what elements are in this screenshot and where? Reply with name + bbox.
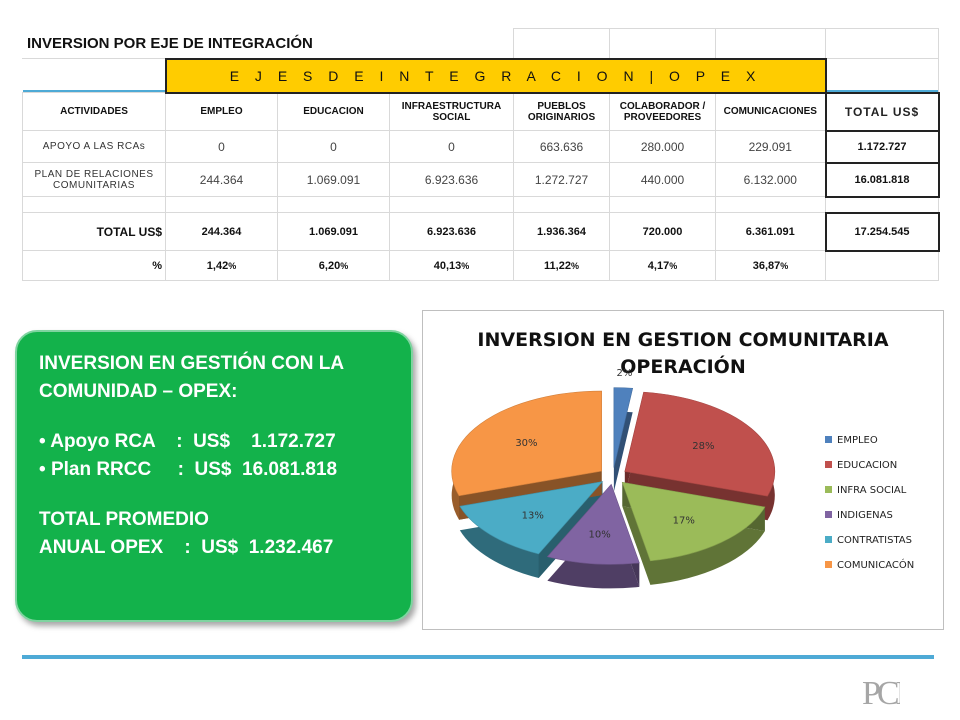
investment-table: INVERSION POR EJE DE INTEGRACIÓN E J E S…: [21, 28, 940, 300]
cell: 6.923.636: [388, 212, 515, 251]
callout-bullet-rca: • Apoyo RCA : US$ 1.172.727: [39, 431, 336, 452]
col-header-actividades: ACTIVIDADES: [22, 92, 166, 131]
callout-total-label: TOTAL PROMEDIO: [39, 509, 209, 530]
cell: 1.069.091: [277, 212, 390, 251]
pie-chart: INVERSION EN GESTION COMUNITARIA OPERACI…: [451, 329, 914, 589]
legend-swatch: [825, 511, 832, 518]
col-header-infraestructura: INFRAESTRUCTURA SOCIAL: [388, 92, 515, 131]
legend-swatch: [825, 436, 832, 443]
total-row-label: TOTAL US$: [22, 212, 166, 251]
row-label: PLAN DE RELACIONES COMUNITARIAS: [22, 162, 166, 197]
percent-row: % 1,42% 6,20% 40,13% 11,22% 4,17% 36,87%: [22, 250, 940, 281]
pie-slice: [624, 391, 776, 497]
legend-label: COMUNICACÓN: [837, 558, 914, 571]
table-row: APOYO A LAS RCAs 0 0 0 663.636 280.000 2…: [22, 129, 940, 164]
percent-row-label: %: [22, 250, 166, 281]
col-header-pueblos: PUEBLOS ORIGINARIOS: [513, 92, 611, 131]
legend-swatch: [825, 486, 832, 493]
pie-slice: [546, 483, 640, 565]
row-total: 16.081.818: [824, 161, 940, 198]
table-row: PLAN DE RELACIONES COMUNITARIAS 244.364 …: [22, 161, 940, 198]
legend-swatch: [825, 461, 832, 468]
cell: 0: [388, 130, 515, 163]
callout-total-value: ANUAL OPEX : US$ 1.232.467: [39, 537, 334, 558]
ejes-header-band: E J E S D E I N T E G R A C I O N | O P …: [164, 57, 827, 94]
col-header-educacion: EDUCACION: [277, 92, 390, 131]
pie-data-label: 10%: [588, 530, 610, 541]
total-row: TOTAL US$ 244.364 1.069.091 6.923.636 1.…: [22, 211, 940, 252]
bullet-text: Apoyo RCA : US$ 1.172.727: [50, 431, 336, 452]
cell: 244.364: [165, 162, 278, 197]
pie-slice: [459, 481, 604, 555]
chart-title-line1: INVERSION EN GESTION COMUNITARIA: [477, 329, 888, 351]
opex-summary-callout: INVERSION EN GESTIÓN CON LA COMUNIDAD – …: [15, 330, 413, 622]
pie-data-label: 30%: [515, 438, 537, 449]
cell: 0: [165, 130, 278, 163]
pct-unit: %: [340, 260, 349, 271]
col-header-empleo: EMPLEO: [165, 92, 278, 131]
cell: 40,13: [433, 259, 462, 272]
grand-total: 17.254.545: [824, 211, 940, 252]
legend-label: INFRA SOCIAL: [837, 485, 907, 496]
table-title: INVERSION POR EJE DE INTEGRACIÓN: [21, 28, 515, 59]
pie-data-label: 13%: [522, 510, 544, 521]
legend-label: INDIGENAS: [837, 510, 893, 521]
pie-slice: [451, 390, 602, 497]
row-label: APOYO A LAS RCAs: [22, 130, 166, 163]
pie-slice: [613, 387, 634, 468]
pie-data-label: 2%: [616, 368, 632, 379]
pct-unit: %: [570, 260, 579, 271]
cell: 280.000: [609, 130, 717, 163]
legend-label: CONTRATISTAS: [837, 535, 912, 546]
cell: 663.636: [513, 130, 611, 163]
bottom-accent-line: [22, 655, 934, 659]
cell: 244.364: [165, 212, 278, 251]
cell: 0: [277, 130, 390, 163]
pie-slice: [621, 481, 766, 562]
pct-unit: %: [228, 260, 237, 271]
cell: 36,87: [752, 259, 781, 272]
col-header-total: TOTAL US$: [824, 91, 940, 132]
callout-heading: INVERSION EN GESTIÓN CON LA COMUNIDAD – …: [39, 353, 344, 402]
legend-label: EMPLEO: [837, 435, 878, 446]
cell: 1,42: [206, 259, 229, 272]
pct-unit: %: [669, 260, 678, 271]
cell: 6,20: [318, 259, 341, 272]
cell: 229.091: [715, 130, 827, 163]
cell: 11,22: [544, 259, 571, 272]
cell: 6.361.091: [715, 212, 827, 251]
logo-text: PCI: [862, 675, 900, 712]
legend-swatch: [825, 561, 832, 568]
row-total: 1.172.727: [824, 129, 940, 164]
legend-swatch: [825, 536, 832, 543]
cell: 4,17: [647, 259, 670, 272]
col-header-comunicaciones: COMUNICACIONES: [715, 92, 827, 131]
pie-data-label: 28%: [692, 441, 714, 452]
legend-label: EDUCACION: [837, 460, 897, 471]
pie-chart-panel: INVERSION EN GESTION COMUNITARIA OPERACI…: [422, 310, 944, 630]
callout-bullet-rrcc: • Plan RRCC : US$ 16.081.818: [39, 459, 338, 480]
cell: 1.069.091: [277, 162, 390, 197]
pie-data-label: 17%: [673, 516, 695, 527]
bullet-text: Plan RRCC : US$ 16.081.818: [50, 459, 338, 480]
cell: 720.000: [609, 212, 717, 251]
cell: 6.132.000: [715, 162, 827, 197]
col-header-colaborador: COLABORADOR / PROVEEDORES: [609, 92, 717, 131]
cell: 6.923.636: [388, 162, 515, 197]
chart-title-line2: OPERACIÓN: [620, 354, 745, 378]
pct-unit: %: [780, 260, 789, 271]
cell: 1.272.727: [513, 162, 611, 197]
spreadsheet-grid: INVERSION POR EJE DE INTEGRACIÓN E J E S…: [21, 28, 940, 281]
pci-logo: PCI: [862, 675, 900, 712]
cell: 1.936.364: [513, 212, 611, 251]
pct-unit: %: [461, 260, 470, 271]
cell: 440.000: [609, 162, 717, 197]
